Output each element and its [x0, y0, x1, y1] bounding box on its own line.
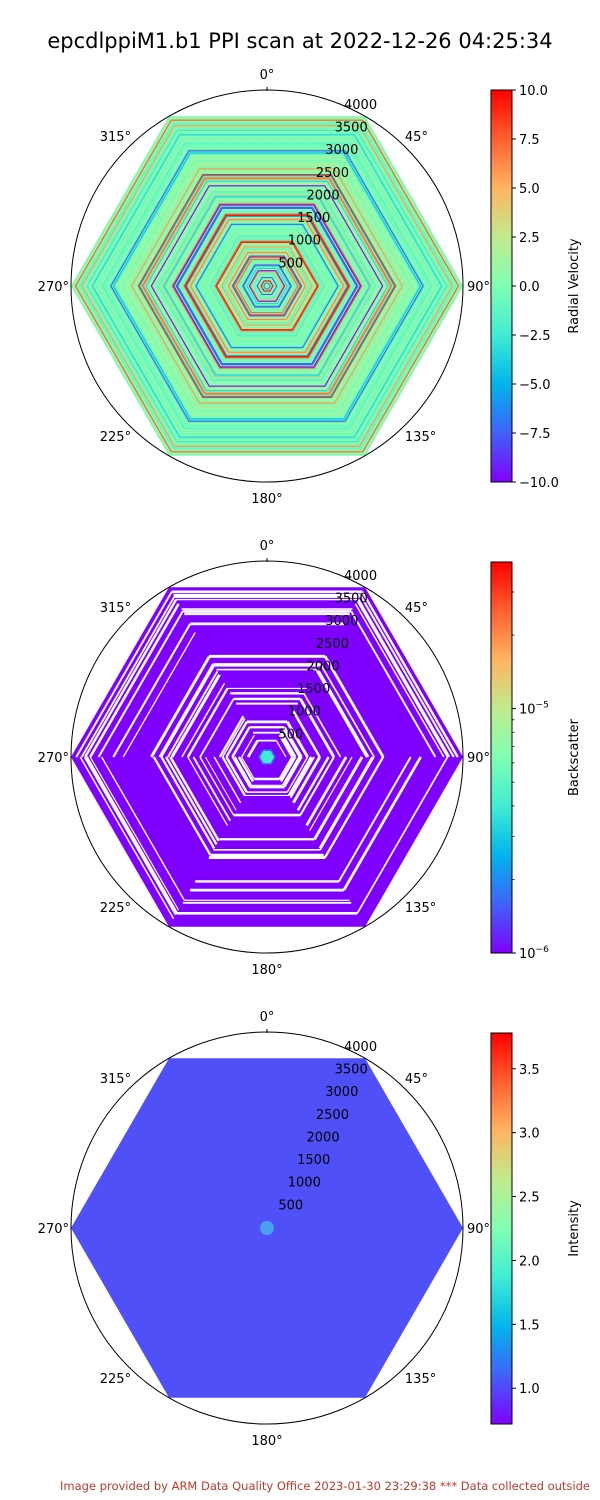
colorbar-label: Intensity: [567, 1200, 582, 1257]
angle-tick-label: 225°: [100, 430, 131, 445]
range-tick-label: 500: [278, 1198, 303, 1213]
angle-tick-label: 270°: [38, 751, 69, 766]
range-tick-label: 4000: [344, 1040, 377, 1055]
backscatter-gap-rings: [75, 590, 459, 920]
radial-velocity-scan-data: [71, 116, 463, 456]
range-tick-label: 1500: [297, 211, 330, 226]
angle-tick-label: 45°: [405, 130, 428, 145]
range-tick-label: 3500: [335, 121, 368, 136]
angle-tick-label: 135°: [405, 1372, 436, 1387]
angle-tick-label: 0°: [260, 68, 275, 83]
colorbar-tick-label: −5.0: [519, 378, 551, 393]
range-tick-label: 1500: [297, 682, 330, 697]
colorbar-tick-label: 1.0: [519, 1382, 540, 1397]
range-tick-label: 2000: [307, 659, 340, 674]
colorbar-tick-label: 7.5: [519, 133, 540, 148]
range-tick-label: 3000: [325, 614, 358, 629]
colorbar-tick-label: 2.0: [519, 1254, 540, 1269]
range-tick-label: 3000: [325, 143, 358, 158]
range-tick-label: 2500: [316, 637, 349, 652]
range-tick-label: 3500: [335, 592, 368, 607]
range-tick-label: 4000: [344, 98, 377, 113]
colorbar-tick-label: 10.0: [519, 84, 548, 99]
angle-tick-label: 90°: [467, 280, 490, 295]
angle-tick-label: 315°: [100, 601, 131, 616]
range-tick-label: 500: [278, 727, 303, 742]
angle-tick-label: 225°: [100, 1372, 131, 1387]
angle-tick-label: 45°: [405, 1072, 428, 1087]
intensity-scan-data: [71, 1058, 463, 1398]
colorbar-label: Backscatter: [567, 718, 582, 796]
angle-tick-label: 135°: [405, 430, 436, 445]
angle-tick-label: 180°: [251, 492, 282, 507]
angle-tick-label: 270°: [38, 280, 69, 295]
range-tick-label: 3500: [335, 1063, 368, 1078]
colorbar-tick-label: 1.5: [519, 1318, 540, 1333]
colorbar-tick-label: 3.0: [519, 1127, 540, 1142]
radial-velocity-panel: 0° 45° 90° 135° 180° 225° 270° 315° 500 1000 1500 2…: [38, 68, 582, 507]
backscatter-scan-data: [71, 587, 463, 927]
colorbar-tick-label: 0.0: [519, 280, 540, 295]
colorbar-tick-label: 2.5: [519, 231, 540, 246]
angle-tick-label: 315°: [100, 130, 131, 145]
angle-tick-label: 90°: [467, 1222, 490, 1237]
intensity-colorbar: 3.5 3.0 2.5 2.0 1.5 1.0 Intensity: [490, 1032, 582, 1425]
colorbar-gradient: [490, 561, 513, 954]
angle-tick-label: 45°: [405, 601, 428, 616]
angle-tick-label: 90°: [467, 751, 490, 766]
colorbar-tick-label: 2.5: [519, 1191, 540, 1206]
angle-tick-label: 180°: [251, 1434, 282, 1449]
figure-title: epcdlppiM1.b1 PPI scan at 2022-12-26 04:…: [47, 29, 552, 53]
colorbar-tick-label: −7.5: [519, 427, 551, 442]
angle-tick-label: 315°: [100, 1072, 131, 1087]
backscatter-center-spot: [258, 749, 276, 765]
range-tick-label: 2000: [307, 1130, 340, 1145]
colorbar-label: Radial Velocity: [567, 238, 582, 334]
range-tick-label: 2500: [316, 1108, 349, 1123]
angle-tick-label: 180°: [251, 963, 282, 978]
colorbar-gradient: [490, 1032, 513, 1425]
angle-tick-label: 225°: [100, 901, 131, 916]
colorbar-gradient: [490, 89, 513, 483]
figure-footer: Image provided by ARM Data Quality Offic…: [60, 1479, 590, 1493]
intensity-center-spot: [260, 1221, 274, 1235]
colorbar-tick-label: −10.0: [519, 476, 559, 491]
colorbar-tick-label: −2.5: [519, 329, 551, 344]
backscatter-panel: 0° 45° 90° 135° 180° 225° 270° 315° 500 1000 1500 2…: [38, 539, 582, 978]
range-tick-label: 500: [278, 256, 303, 271]
angle-tick-label: 135°: [405, 901, 436, 916]
colorbar-tick-label: 5.0: [519, 182, 540, 197]
colorbar-tick-label: 3.5: [519, 1063, 540, 1078]
range-tick-label: 2000: [307, 188, 340, 203]
range-tick-label: 1000: [288, 1176, 321, 1191]
range-tick-label: 2500: [316, 166, 349, 181]
range-tick-label: 3000: [325, 1085, 358, 1100]
range-tick-label: 1000: [288, 234, 321, 249]
range-tick-label: 1000: [288, 705, 321, 720]
range-tick-label: 1500: [297, 1153, 330, 1168]
angle-tick-label: 0°: [260, 539, 275, 554]
angle-tick-label: 270°: [38, 1222, 69, 1237]
angle-tick-label: 0°: [260, 1010, 275, 1025]
range-tick-label: 4000: [344, 569, 377, 584]
radial-velocity-colorbar: 10.0 7.5 5.0 2.5 0.0 −2.5 −5.0 −7.5 −10.0 Radial …: [490, 84, 582, 491]
intensity-panel: 0° 45° 90° 135° 180° 225° 270° 315° 500 1000 1500 2…: [38, 1010, 582, 1449]
